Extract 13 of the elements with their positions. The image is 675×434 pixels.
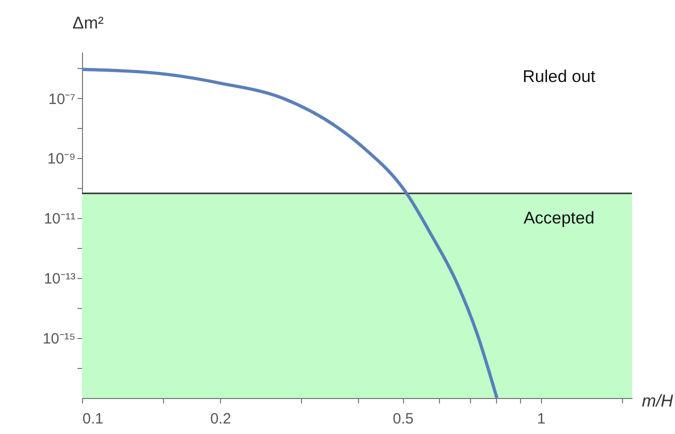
y-tick-label: 10⁻¹⁵	[42, 330, 76, 348]
x-axis-title: m/H	[642, 392, 674, 410]
x-tick-label: 0.1	[82, 410, 104, 428]
y-tick-label: 10⁻⁹	[47, 150, 76, 168]
y-tick-label: 10⁻⁷	[48, 90, 76, 108]
band-label: Accepted	[524, 208, 594, 228]
x-tick-label: 0.5	[392, 410, 414, 428]
x-tick-label: 0.2	[210, 410, 232, 428]
y-axis-title: Δm²	[72, 14, 104, 32]
y-tick-label: 10⁻¹³	[44, 270, 76, 288]
y-tick-label: 10⁻¹¹	[44, 210, 76, 228]
x-tick-label: 1	[537, 410, 546, 428]
annotation: Ruled out	[522, 67, 596, 86]
